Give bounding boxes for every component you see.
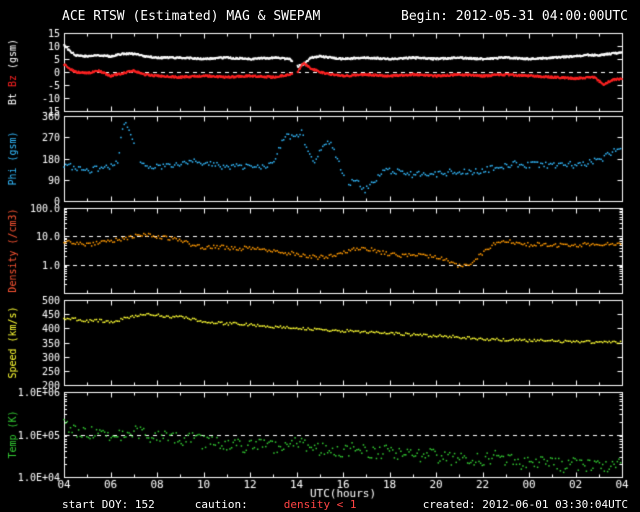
caution-value: density < 1 [283, 498, 357, 511]
page-title: ACE RTSW (Estimated) MAG & SWEPAM [62, 9, 321, 24]
header: ACE RTSW (Estimated) MAG & SWEPAM Begin:… [62, 9, 628, 24]
caution-label: caution: [194, 498, 248, 511]
created-timestamp: created: 2012-06-01 03:30:04UTC [422, 498, 628, 511]
begin-timestamp: Begin: 2012-05-31 04:00:00UTC [401, 9, 628, 24]
footer: start DOY: 152 caution: density < 1 crea… [62, 498, 628, 511]
start-doy-label: start DOY: 152 [62, 498, 155, 511]
